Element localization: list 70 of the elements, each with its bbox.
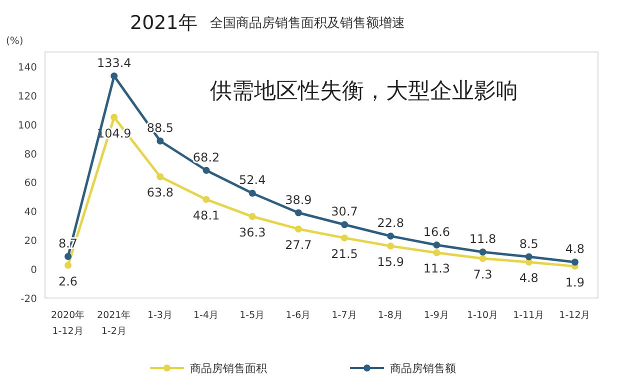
x-tick-label: 1-8月 bbox=[378, 310, 404, 321]
point bbox=[202, 196, 210, 203]
data-label: 11.8 bbox=[469, 232, 496, 246]
data-label: 27.7 bbox=[285, 238, 312, 252]
point bbox=[387, 232, 394, 240]
point bbox=[248, 190, 256, 197]
x-tick-label: 2020年 1-12月 bbox=[50, 309, 86, 337]
x-tick-label: 1-4月 bbox=[194, 310, 220, 321]
x-tick-label: 1-11月 bbox=[513, 310, 545, 321]
legend-label: 商品房销售额 bbox=[390, 362, 456, 375]
x-tick-label: 1-6月 bbox=[286, 310, 312, 321]
data-label: 36.3 bbox=[239, 226, 266, 240]
data-label: 52.4 bbox=[239, 173, 266, 188]
data-label: 48.1 bbox=[192, 208, 220, 222]
x-tick-label: 1-12月 bbox=[559, 310, 591, 321]
point bbox=[387, 242, 394, 250]
x-tick-label: 2021年 1-2月 bbox=[97, 309, 132, 337]
data-label: 2.6 bbox=[58, 274, 78, 288]
x-tick-label: 1-10月 bbox=[467, 310, 499, 321]
x-tick-label: 1-7月 bbox=[332, 310, 358, 321]
x-tick-label: 1-5月 bbox=[240, 310, 266, 321]
data-label: 7.3 bbox=[473, 267, 492, 282]
point bbox=[294, 209, 302, 216]
point bbox=[571, 258, 578, 266]
y-tick-label: 40 bbox=[24, 207, 37, 218]
point bbox=[525, 253, 532, 260]
data-label: 30.7 bbox=[331, 204, 358, 219]
data-label: 38.9 bbox=[285, 192, 312, 207]
legend-label: 商品房销售面积 bbox=[190, 362, 267, 375]
point bbox=[433, 249, 440, 256]
point bbox=[341, 234, 348, 242]
point bbox=[64, 252, 72, 260]
data-label: 133.4 bbox=[96, 56, 132, 70]
x-tick-label: 1-3月 bbox=[147, 310, 173, 321]
point bbox=[479, 254, 486, 262]
point bbox=[294, 225, 302, 232]
y-tick-label: 80 bbox=[24, 149, 37, 160]
y-tick-label: 120 bbox=[18, 91, 37, 102]
y-tick-label: 140 bbox=[18, 62, 37, 74]
x-tick-label: 1-9月 bbox=[424, 310, 450, 321]
chart-title: 2021年 bbox=[130, 12, 198, 34]
point bbox=[64, 262, 72, 269]
data-label: 4.8 bbox=[565, 242, 585, 256]
data-label: 16.6 bbox=[423, 225, 450, 240]
point bbox=[248, 213, 256, 220]
chart-subtitle: 全国商品房销售面积及销售额增速 bbox=[210, 15, 405, 31]
data-label: 11.3 bbox=[423, 262, 450, 276]
annotation: 供需地区性失衡，大型企业影响 bbox=[210, 79, 518, 104]
point bbox=[156, 137, 164, 144]
data-label: 68.2 bbox=[192, 150, 220, 164]
point bbox=[341, 221, 348, 228]
point bbox=[110, 72, 118, 80]
data-label: 4.8 bbox=[519, 271, 538, 286]
point bbox=[479, 248, 486, 256]
y-tick-label: 20 bbox=[24, 236, 37, 248]
data-label: 8.5 bbox=[519, 236, 538, 251]
data-label: 1.9 bbox=[565, 275, 585, 290]
data-label: 21.5 bbox=[331, 246, 358, 261]
point bbox=[156, 173, 164, 180]
y-axis-title: (%) bbox=[6, 36, 24, 47]
data-label: 22.8 bbox=[377, 216, 404, 230]
y-tick-label: 100 bbox=[18, 120, 37, 132]
data-label: 15.9 bbox=[377, 255, 404, 270]
point bbox=[110, 114, 118, 121]
y-tick-label: 0 bbox=[30, 265, 37, 276]
data-label: 63.8 bbox=[146, 186, 174, 200]
point bbox=[202, 166, 210, 174]
point bbox=[433, 242, 440, 249]
y-tick-label: -20 bbox=[20, 294, 37, 305]
y-tick-label: 60 bbox=[24, 178, 37, 190]
